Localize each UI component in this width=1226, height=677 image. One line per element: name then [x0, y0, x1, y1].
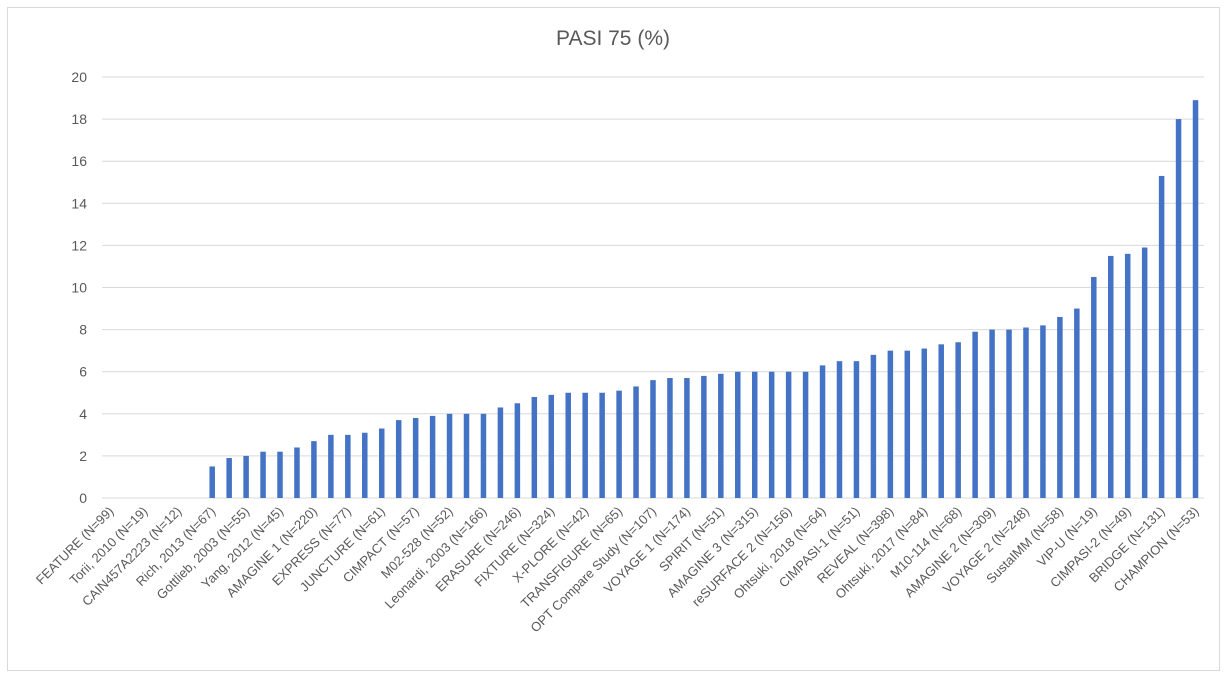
bar: [1175, 119, 1182, 498]
bar: [1141, 247, 1148, 498]
bar: [429, 415, 436, 498]
bar: [378, 428, 385, 498]
bar: [565, 392, 571, 498]
bar: [294, 447, 300, 498]
bar: [497, 407, 504, 498]
bar: [345, 434, 351, 498]
chart-title: PASI 75 (%): [556, 27, 670, 50]
bar: [955, 342, 961, 498]
bar: [362, 432, 368, 498]
y-tick-label: 20: [71, 69, 87, 85]
bar: [853, 361, 860, 498]
bar: [599, 392, 605, 498]
y-tick-label: 16: [71, 153, 87, 169]
bar: [701, 375, 707, 498]
bar: [582, 392, 588, 498]
gridlines: [102, 76, 1204, 499]
bar: [548, 394, 555, 498]
bar: [277, 451, 283, 498]
bar: [1108, 255, 1114, 498]
bar: [463, 413, 470, 498]
bar: [836, 361, 843, 498]
bar: [514, 403, 521, 498]
bar: [1057, 316, 1063, 498]
y-tick-label: 4: [79, 406, 87, 422]
bar: [226, 458, 232, 498]
bar: [412, 418, 419, 498]
bar: [1006, 329, 1012, 498]
bar: [870, 354, 877, 498]
bar: [819, 365, 826, 498]
bar: [395, 420, 402, 498]
bar: [989, 329, 995, 498]
bar: [1040, 325, 1046, 498]
y-tick-label: 2: [79, 448, 87, 464]
y-tick-label: 6: [79, 364, 87, 380]
bar: [209, 466, 215, 498]
bar: [735, 371, 741, 498]
bar: [768, 371, 775, 498]
bar: [887, 350, 894, 498]
bar: [1074, 308, 1080, 498]
y-tick-label: 14: [71, 195, 87, 211]
bar: [684, 378, 690, 498]
bar: [1091, 276, 1097, 498]
bar: [1124, 253, 1131, 498]
y-tick-label: 12: [71, 237, 87, 253]
y-axis-tick-labels: 0 2 4 6 8 10 12 14 16 18 20: [71, 69, 87, 506]
bar: [718, 373, 724, 498]
bar: [1192, 100, 1199, 498]
bar: [650, 380, 656, 498]
bar: [480, 413, 487, 498]
bar: [328, 434, 334, 498]
bar: [531, 396, 538, 498]
bar: [260, 451, 266, 498]
bar: [802, 371, 809, 498]
bar: [667, 378, 673, 498]
bar: [243, 455, 249, 498]
bar: [785, 371, 792, 498]
x-axis-tick-labels: FEATURE (N=99)Torii, 2010 (N=19)CAIN457A…: [33, 504, 1202, 636]
bar: [904, 350, 911, 498]
bar: [311, 441, 317, 498]
bar: [938, 344, 944, 498]
bar: [446, 413, 453, 498]
bar: [616, 390, 622, 498]
bars: [209, 100, 1199, 498]
bar: [633, 386, 639, 498]
y-tick-label: 10: [71, 280, 87, 296]
bar: [921, 348, 928, 498]
bar: [972, 331, 978, 498]
bar: [1158, 175, 1165, 498]
chart-frame: [7, 7, 1220, 671]
y-tick-label: 8: [79, 322, 87, 338]
bar: [751, 371, 758, 498]
bar: [1023, 327, 1029, 498]
y-tick-label: 18: [71, 111, 87, 127]
y-tick-label: 0: [79, 490, 87, 506]
